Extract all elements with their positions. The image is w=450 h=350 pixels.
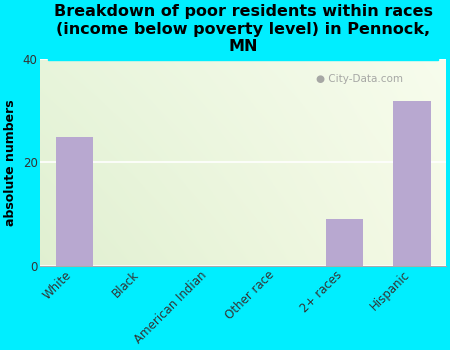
Text: ● City-Data.com: ● City-Data.com — [316, 74, 403, 84]
Bar — [326, 219, 363, 266]
Bar — [393, 100, 431, 266]
Title: Breakdown of poor residents within races
(income below poverty level) in Pennock: Breakdown of poor residents within races… — [54, 4, 432, 54]
Bar — [56, 136, 93, 266]
Y-axis label: absolute numbers: absolute numbers — [4, 99, 17, 226]
